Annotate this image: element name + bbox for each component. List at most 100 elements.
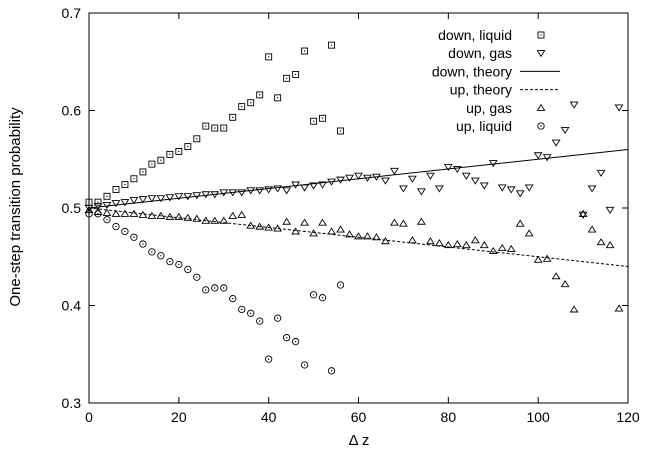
data-point-down-liquid <box>166 150 174 158</box>
data-point-up-gas <box>515 219 525 227</box>
data-point-up-liquid <box>273 314 282 322</box>
data-point-down-gas <box>587 185 597 193</box>
data-point-up-gas <box>264 223 274 231</box>
data-point-up-liquid <box>318 294 327 302</box>
data-point-up-gas <box>372 233 381 241</box>
series-up-gas <box>84 205 624 313</box>
data-point-up-liquid <box>211 284 219 292</box>
x-tick-label: 40 <box>261 409 277 425</box>
x-tick-label: 60 <box>351 409 367 425</box>
data-point-up-gas <box>479 240 489 249</box>
legend-swatch-down-gas <box>536 50 546 58</box>
data-point-down-gas <box>156 195 166 203</box>
data-point-up-gas <box>147 211 157 219</box>
data-point-up-liquid <box>282 334 291 342</box>
data-point-up-gas <box>156 211 166 219</box>
data-point-down-liquid <box>256 91 264 99</box>
data-point-down-gas <box>461 172 471 180</box>
series-down-liquid <box>85 41 344 206</box>
data-point-down-liquid <box>274 94 282 102</box>
y-tick-label: 0.5 <box>62 200 82 216</box>
data-point-up-gas <box>416 217 426 225</box>
data-point-down-liquid <box>238 103 246 111</box>
data-point-down-gas <box>569 101 579 109</box>
data-point-down-liquid <box>184 143 192 151</box>
data-point-up-liquid <box>184 265 192 274</box>
data-point-up-gas <box>336 225 345 233</box>
data-point-up-gas <box>291 227 301 235</box>
data-point-up-gas <box>506 244 516 252</box>
data-point-up-gas <box>470 236 480 244</box>
data-point-up-gas <box>138 210 148 218</box>
data-point-down-gas <box>452 165 462 174</box>
x-tick-label: 20 <box>171 409 187 425</box>
data-point-down-liquid <box>94 198 102 206</box>
legend-label-down-gas: down, gas <box>448 45 512 61</box>
legend-label-up-theory: up, theory <box>450 82 512 98</box>
data-point-up-gas <box>560 279 570 288</box>
data-point-down-gas <box>551 139 561 147</box>
data-point-up-gas <box>596 238 606 246</box>
data-point-down-gas <box>390 167 399 176</box>
data-point-down-gas <box>443 164 453 172</box>
data-point-up-gas <box>174 212 184 220</box>
data-point-down-liquid <box>247 99 255 107</box>
data-point-up-gas <box>542 254 552 262</box>
data-point-down-gas <box>416 188 426 196</box>
data-point-down-gas <box>578 211 588 219</box>
data-point-down-gas <box>120 199 130 207</box>
data-point-up-liquid <box>103 216 111 224</box>
data-point-down-gas <box>533 152 543 160</box>
data-point-down-liquid <box>112 186 120 193</box>
data-point-down-liquid <box>211 124 219 132</box>
data-point-up-gas <box>425 237 435 245</box>
data-point-down-gas <box>506 186 516 194</box>
data-point-up-gas <box>551 272 561 280</box>
data-point-down-liquid <box>139 168 147 176</box>
data-point-up-liquid <box>94 210 102 218</box>
data-point-up-liquid <box>121 227 129 236</box>
data-point-up-gas <box>201 216 211 224</box>
data-point-down-gas <box>614 104 624 112</box>
data-point-up-gas <box>354 232 363 240</box>
data-point-down-gas <box>255 187 265 195</box>
data-point-down-gas <box>381 177 390 185</box>
data-point-up-gas <box>300 218 310 226</box>
data-point-up-liquid <box>85 210 93 218</box>
data-point-up-gas <box>533 255 543 263</box>
data-point-down-liquid <box>130 175 138 183</box>
legend-swatch-up-liquid <box>537 122 545 130</box>
y-tick-label: 0.4 <box>62 298 82 314</box>
legend-label-down-theory: down, theory <box>432 63 512 79</box>
series-line-down-theory <box>88 149 629 209</box>
data-point-up-liquid <box>148 248 156 256</box>
data-point-down-gas <box>479 182 489 190</box>
data-point-up-gas <box>228 211 238 219</box>
data-point-down-liquid <box>328 41 335 49</box>
data-point-down-liquid <box>265 53 273 61</box>
data-point-down-gas <box>407 175 417 183</box>
data-point-up-liquid <box>193 273 201 281</box>
data-point-down-liquid <box>103 192 111 200</box>
data-point-up-gas <box>461 240 471 249</box>
data-point-up-gas <box>210 216 220 224</box>
data-point-up-gas <box>569 305 579 313</box>
data-point-up-gas <box>399 219 408 227</box>
data-point-up-gas <box>102 208 112 216</box>
data-point-up-gas <box>587 225 597 233</box>
data-point-down-liquid <box>157 156 165 164</box>
legend-swatch-up-gas <box>536 103 546 111</box>
data-point-down-gas <box>318 181 327 189</box>
data-point-up-gas <box>363 232 372 240</box>
data-point-down-liquid <box>319 114 327 122</box>
series-line-up-theory <box>88 207 629 267</box>
data-point-up-liquid <box>157 252 165 260</box>
legend-label-down-liquid: down, liquid <box>438 27 512 43</box>
data-point-up-liquid <box>265 355 273 363</box>
data-point-up-liquid <box>112 222 120 231</box>
y-tick-label: 0.7 <box>62 5 82 21</box>
data-point-up-liquid <box>202 286 210 294</box>
data-point-down-gas <box>309 182 318 190</box>
data-point-down-gas <box>560 126 570 135</box>
data-point-up-liquid <box>300 361 309 369</box>
